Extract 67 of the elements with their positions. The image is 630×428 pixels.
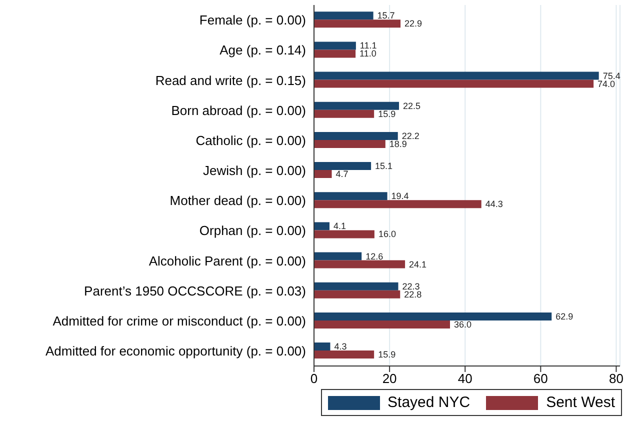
x-tick-label: 60	[533, 371, 548, 386]
x-tick-label: 80	[608, 371, 624, 386]
data-label: 75.4	[602, 70, 620, 81]
y-tick-label: Catholic (p. = 0.00)	[196, 132, 306, 148]
data-label: 4.1	[333, 221, 346, 232]
data-label: 4.7	[336, 169, 348, 180]
bar	[314, 192, 388, 200]
data-label: 62.9	[556, 311, 574, 322]
data-label: 44.3	[485, 199, 503, 210]
y-tick-label: Parent’s 1950 OCCSCORE (p. = 0.03)	[84, 283, 306, 298]
bar	[314, 200, 482, 208]
data-label: 15.1	[375, 161, 393, 172]
bar	[314, 312, 552, 320]
bar	[314, 260, 406, 268]
data-label: 4.3	[334, 342, 347, 352]
bar	[314, 282, 398, 290]
y-tick-label: Orphan (p. = 0.00)	[199, 223, 306, 238]
bar	[314, 170, 332, 178]
bar	[314, 320, 450, 328]
bar	[314, 110, 374, 118]
data-label: 22.9	[404, 18, 422, 29]
data-label: 74.0	[598, 78, 616, 89]
data-label: 22.2	[402, 130, 420, 141]
data-label: 22.8	[404, 289, 422, 300]
bar	[314, 42, 356, 50]
bar	[314, 162, 372, 170]
bar	[314, 80, 594, 88]
bar	[314, 290, 400, 298]
y-tick-label: Mother dead (p. = 0.00)	[170, 193, 306, 208]
x-tick-label: 0	[310, 371, 318, 386]
bar	[314, 102, 399, 110]
data-label: 36.0	[454, 319, 472, 330]
legend-label: Stayed NYC	[388, 394, 470, 411]
data-label: 15.9	[378, 350, 396, 360]
bar	[314, 72, 599, 80]
x-tick-label: 40	[458, 371, 472, 386]
data-label: 11.1	[360, 40, 377, 51]
y-tick-label: Jewish (p. = 0.00)	[203, 163, 306, 178]
bar	[314, 12, 374, 20]
bar	[314, 252, 362, 260]
data-label: 19.4	[391, 191, 409, 202]
data-label: 16.0	[378, 229, 396, 240]
data-label: 15.7	[377, 10, 395, 21]
data-label: 22.5	[403, 100, 421, 111]
data-label: 12.6	[366, 251, 384, 262]
data-label: 15.9	[378, 108, 396, 119]
y-tick-label: Female (p. = 0.00)	[199, 12, 306, 28]
bar	[314, 140, 386, 148]
bar	[314, 132, 398, 140]
bar	[314, 342, 330, 351]
bar	[314, 350, 374, 359]
data-label: 18.9	[389, 138, 407, 149]
bar	[314, 230, 374, 238]
legend-label: Sent West	[546, 394, 615, 411]
data-label: 24.1	[409, 259, 427, 270]
y-tick-label: Born abroad (p. = 0.00)	[171, 102, 306, 118]
y-tick-label: Age (p. = 0.14)	[220, 42, 306, 58]
y-tick-label: Admitted for economic opportunity (p. = 0.00)	[46, 344, 306, 359]
bar	[314, 50, 356, 58]
y-tick-label: Admitted for crime or misconduct (p. = 0.00)	[52, 313, 306, 328]
y-tick-label: Alcoholic Parent (p. = 0.00)	[148, 253, 306, 268]
y-tick-label: Read and write (p. = 0.15)	[155, 72, 306, 88]
bar	[314, 20, 401, 28]
data-label: 11.0	[360, 48, 376, 59]
data-label: 22.3	[402, 281, 420, 292]
bar	[314, 222, 330, 230]
x-tick-label: 20	[382, 371, 397, 386]
